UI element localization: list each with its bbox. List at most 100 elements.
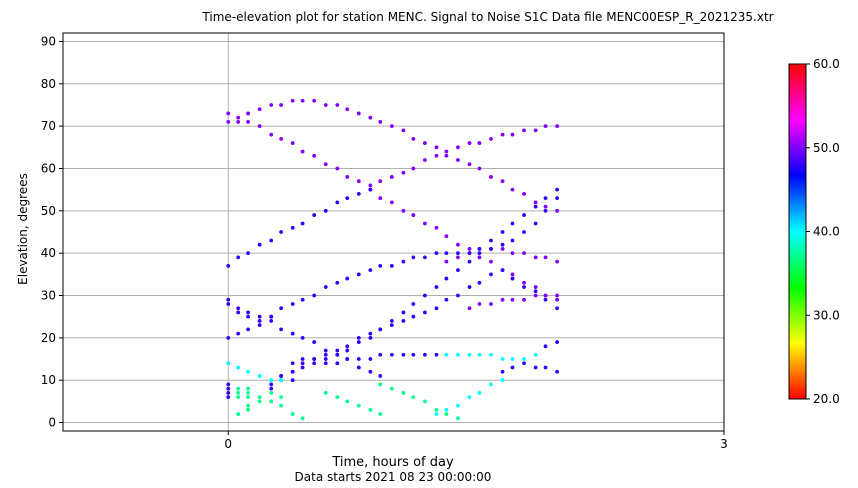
data-point	[401, 128, 406, 133]
data-point	[269, 314, 274, 319]
data-point	[533, 255, 538, 260]
x-axis-label: Time, hours of day	[331, 455, 454, 470]
data-point	[444, 153, 449, 158]
data-point	[522, 230, 526, 234]
data-point	[378, 263, 383, 268]
data-point	[389, 124, 394, 129]
data-point	[279, 327, 284, 332]
data-point	[510, 276, 515, 281]
x-tick-label: 0	[224, 437, 232, 451]
data-point	[522, 357, 526, 361]
data-point	[389, 263, 394, 268]
data-point	[236, 310, 241, 315]
data-point	[444, 149, 449, 154]
data-point	[226, 111, 231, 116]
data-point	[246, 395, 250, 400]
data-point	[257, 124, 262, 129]
data-point	[312, 98, 317, 103]
data-point	[555, 208, 559, 213]
data-point	[226, 263, 231, 268]
data-point	[269, 103, 274, 107]
data-point	[378, 120, 383, 124]
data-point	[335, 348, 340, 353]
data-point	[246, 327, 250, 332]
data-point	[401, 319, 406, 323]
data-point	[356, 111, 361, 116]
data-point	[422, 399, 427, 404]
data-point	[444, 251, 449, 256]
data-point	[323, 357, 328, 361]
data-point	[246, 403, 250, 408]
data-point	[500, 378, 505, 383]
data-point	[345, 107, 350, 112]
data-point	[368, 369, 373, 374]
data-point	[456, 352, 460, 357]
data-point	[411, 395, 416, 400]
y-tick-label: 50	[41, 204, 56, 218]
data-point	[290, 361, 295, 366]
data-point	[269, 132, 274, 137]
grid	[63, 40, 724, 424]
data-point	[543, 208, 548, 213]
data-point	[401, 208, 406, 213]
colorbar-tick-label: 20.0	[813, 392, 840, 406]
data-point	[290, 141, 295, 145]
data-point	[356, 179, 361, 184]
data-point	[522, 213, 526, 217]
data-point	[269, 382, 274, 387]
data-point	[467, 285, 472, 289]
data-point	[335, 280, 340, 285]
data-point	[467, 141, 472, 145]
data-point	[510, 221, 515, 226]
data-point	[533, 200, 538, 205]
data-point	[236, 395, 241, 400]
data-point	[522, 361, 526, 366]
data-point	[456, 158, 460, 162]
data-point	[345, 357, 350, 361]
data-point	[477, 352, 482, 357]
data-point	[401, 352, 406, 357]
data-point	[533, 128, 538, 133]
data-point	[389, 323, 394, 328]
data-point	[456, 416, 460, 421]
data-point	[290, 369, 295, 374]
data-point	[236, 412, 241, 416]
data-point	[444, 276, 449, 281]
data-point	[300, 149, 305, 154]
data-point	[434, 407, 439, 412]
data-point	[543, 293, 548, 298]
data-points	[226, 98, 559, 421]
data-point	[312, 213, 317, 217]
data-point	[477, 280, 482, 285]
data-point	[226, 361, 231, 366]
data-point	[257, 395, 262, 400]
data-point	[489, 272, 493, 277]
data-point	[246, 369, 250, 374]
data-point	[356, 191, 361, 196]
data-point	[356, 365, 361, 370]
data-point	[345, 344, 350, 349]
data-point	[510, 251, 515, 256]
data-point	[477, 247, 482, 251]
data-point	[345, 175, 350, 179]
data-point	[323, 352, 328, 357]
data-point	[456, 255, 460, 260]
data-point	[356, 340, 361, 344]
data-point	[555, 369, 559, 374]
data-point	[500, 297, 505, 302]
data-point	[533, 289, 538, 294]
data-point	[236, 386, 241, 391]
data-point	[300, 297, 305, 302]
y-tick-label: 20	[41, 331, 56, 345]
data-point	[411, 255, 416, 260]
data-point	[434, 306, 439, 311]
data-point	[335, 395, 340, 400]
data-point	[290, 378, 295, 383]
data-point	[510, 365, 515, 370]
data-point	[323, 208, 328, 213]
data-point	[279, 306, 284, 311]
data-point	[434, 412, 439, 416]
data-point	[533, 365, 538, 370]
